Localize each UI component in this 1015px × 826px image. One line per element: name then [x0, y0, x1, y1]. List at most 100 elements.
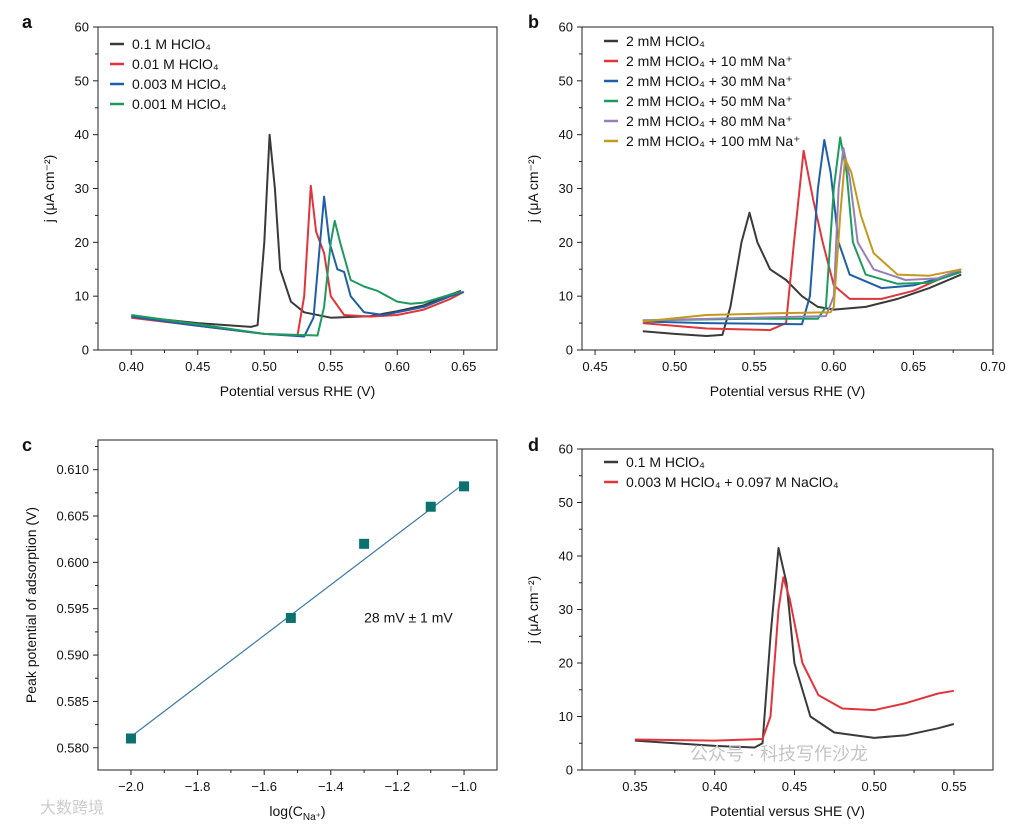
- x-axis-label: Potential versus SHE (V): [710, 803, 865, 819]
- panel-letter: b: [528, 12, 539, 32]
- axes-frame: [97, 439, 498, 771]
- y-axis-label: j (μA cm⁻²): [41, 155, 57, 224]
- y-axis-label: j (μA cm⁻²): [525, 155, 541, 224]
- x-axis-label: Potential versus RHE (V): [220, 383, 376, 399]
- x-axis-label: log(CNa⁺): [269, 803, 325, 823]
- x-tick-label: 0.50: [252, 359, 277, 374]
- y-tick-label: 60: [559, 442, 573, 457]
- axes-frame: [581, 448, 994, 771]
- x-tick-label: 0.45: [185, 359, 210, 374]
- x-tick-label: 0.55: [742, 359, 767, 374]
- x-tick-label: 0.55: [318, 359, 343, 374]
- y-tick-label: 0.590: [56, 648, 89, 663]
- y-tick-label: 30: [559, 602, 573, 617]
- panel-letter: d: [528, 435, 539, 455]
- legend-label: 0.01 M HClO₄: [132, 56, 219, 72]
- legend-label: 2 mM HClO₄ + 10 mM Na⁺: [626, 53, 793, 69]
- data-point: [359, 538, 370, 549]
- panel-c: c −2.0 −1.8 −1.6 −1.4 −1.2 −1.0 0.580 0.585 0.590…: [22, 435, 498, 823]
- y-tick-label: 30: [75, 181, 89, 196]
- series-line: [131, 184, 465, 337]
- watermark-left: 大数跨境: [40, 800, 105, 817]
- y-tick-label: 50: [559, 495, 573, 510]
- legend-label: 2 mM HClO₄ + 100 mM Na⁺: [626, 133, 801, 149]
- x-tick-label: 0.45: [782, 779, 807, 794]
- data-point: [285, 612, 296, 623]
- panel-b: b 0.45 0.50 0.55 0.60 0.65 0.70 0 10 20 30 40 50 60 Po…: [525, 12, 1006, 399]
- legend-label: 2 mM HClO₄ + 30 mM Na⁺: [626, 73, 793, 89]
- legend-label: 0.1 M HClO₄: [626, 454, 705, 470]
- y-tick-label: 0.585: [56, 694, 89, 709]
- y-tick-label: 50: [75, 73, 89, 88]
- y-tick-label: 10: [75, 289, 89, 304]
- series-line: [642, 211, 962, 337]
- y-tick-label: 20: [559, 235, 573, 250]
- y-tick-label: 10: [559, 289, 573, 304]
- y-tick-label: 20: [75, 235, 89, 250]
- y-tick-label: 60: [559, 20, 573, 35]
- panel-a: a 0.40 0.45 0.50 0.55 0.60 0.65 0 10 20 30 40 50 60 Po…: [22, 12, 498, 399]
- series-line: [634, 547, 955, 749]
- y-tick-label: 50: [559, 73, 573, 88]
- y-axis-label: j (μA cm⁻²): [525, 576, 541, 645]
- legend-label: 0.003 M HClO₄ + 0.097 M NaClO₄: [626, 474, 839, 490]
- y-tick-label: 0.605: [56, 509, 89, 524]
- legend-label: 0.003 M HClO₄: [132, 76, 227, 92]
- slope-annotation: 28 mV ± 1 mV: [364, 610, 453, 626]
- y-tick-label: 20: [559, 656, 573, 671]
- y-tick-label: 0.595: [56, 601, 89, 616]
- y-tick-label: 0: [566, 343, 573, 358]
- x-label-main: log(C: [269, 803, 302, 819]
- legend-label: 2 mM HClO₄ + 50 mM Na⁺: [626, 93, 793, 109]
- legend-label: 0.001 M HClO₄: [132, 96, 227, 112]
- x-tick-label: −1.2: [385, 779, 411, 794]
- x-label-sub: Na⁺: [303, 812, 321, 823]
- x-tick-label: 0.40: [119, 359, 144, 374]
- y-tick-label: 0.600: [56, 555, 89, 570]
- series-line: [642, 157, 962, 323]
- x-axis-label: Potential versus RHE (V): [710, 383, 866, 399]
- x-label-end: ): [321, 803, 326, 819]
- x-tick-label: 0.40: [702, 779, 727, 794]
- data-point: [425, 501, 436, 512]
- x-tick-label: 0.60: [821, 359, 846, 374]
- x-tick-label: −1.4: [318, 779, 344, 794]
- series-line: [131, 133, 462, 328]
- y-tick-label: 30: [559, 181, 573, 196]
- data-point: [459, 481, 470, 492]
- y-tick-label: 60: [75, 20, 89, 35]
- x-tick-label: 0.45: [582, 359, 607, 374]
- y-tick-label: 40: [559, 549, 573, 564]
- x-tick-label: −2.0: [118, 779, 144, 794]
- watermark-right: 公众号 · 科技写作沙龙: [690, 744, 868, 764]
- series-line: [131, 219, 462, 337]
- x-tick-label: 0.35: [622, 779, 647, 794]
- x-tick-label: −1.0: [451, 779, 477, 794]
- y-tick-label: 0: [82, 343, 89, 358]
- legend-label: 2 mM HClO₄: [626, 33, 705, 49]
- x-tick-label: 0.70: [980, 359, 1005, 374]
- y-axis-label: Peak potential of adsorption (V): [23, 507, 39, 703]
- y-tick-label: 40: [559, 127, 573, 142]
- x-tick-label: −1.6: [251, 779, 277, 794]
- x-tick-label: 0.60: [385, 359, 410, 374]
- x-tick-label: 0.55: [941, 779, 966, 794]
- panel-letter: a: [22, 12, 33, 32]
- series-line: [642, 139, 962, 326]
- y-tick-label: 0: [566, 763, 573, 778]
- series-line: [131, 195, 465, 338]
- x-tick-label: 0.50: [662, 359, 687, 374]
- panel-d: d 0.35 0.40 0.45 0.50 0.55 0 10 20 30 40 50 60 Potent…: [525, 435, 994, 819]
- x-tick-label: 0.65: [451, 359, 476, 374]
- series-line: [642, 149, 962, 332]
- y-tick-label: 0.580: [56, 740, 89, 755]
- legend-label: 0.1 M HClO₄: [132, 36, 211, 52]
- panel-letter: c: [22, 435, 32, 455]
- data-point: [125, 733, 136, 744]
- fit-line: [130, 483, 465, 738]
- x-tick-label: −1.8: [185, 779, 211, 794]
- y-tick-label: 10: [559, 709, 573, 724]
- legend-label: 2 mM HClO₄ + 80 mM Na⁺: [626, 113, 793, 129]
- x-tick-label: 0.50: [862, 779, 887, 794]
- x-tick-label: 0.65: [901, 359, 926, 374]
